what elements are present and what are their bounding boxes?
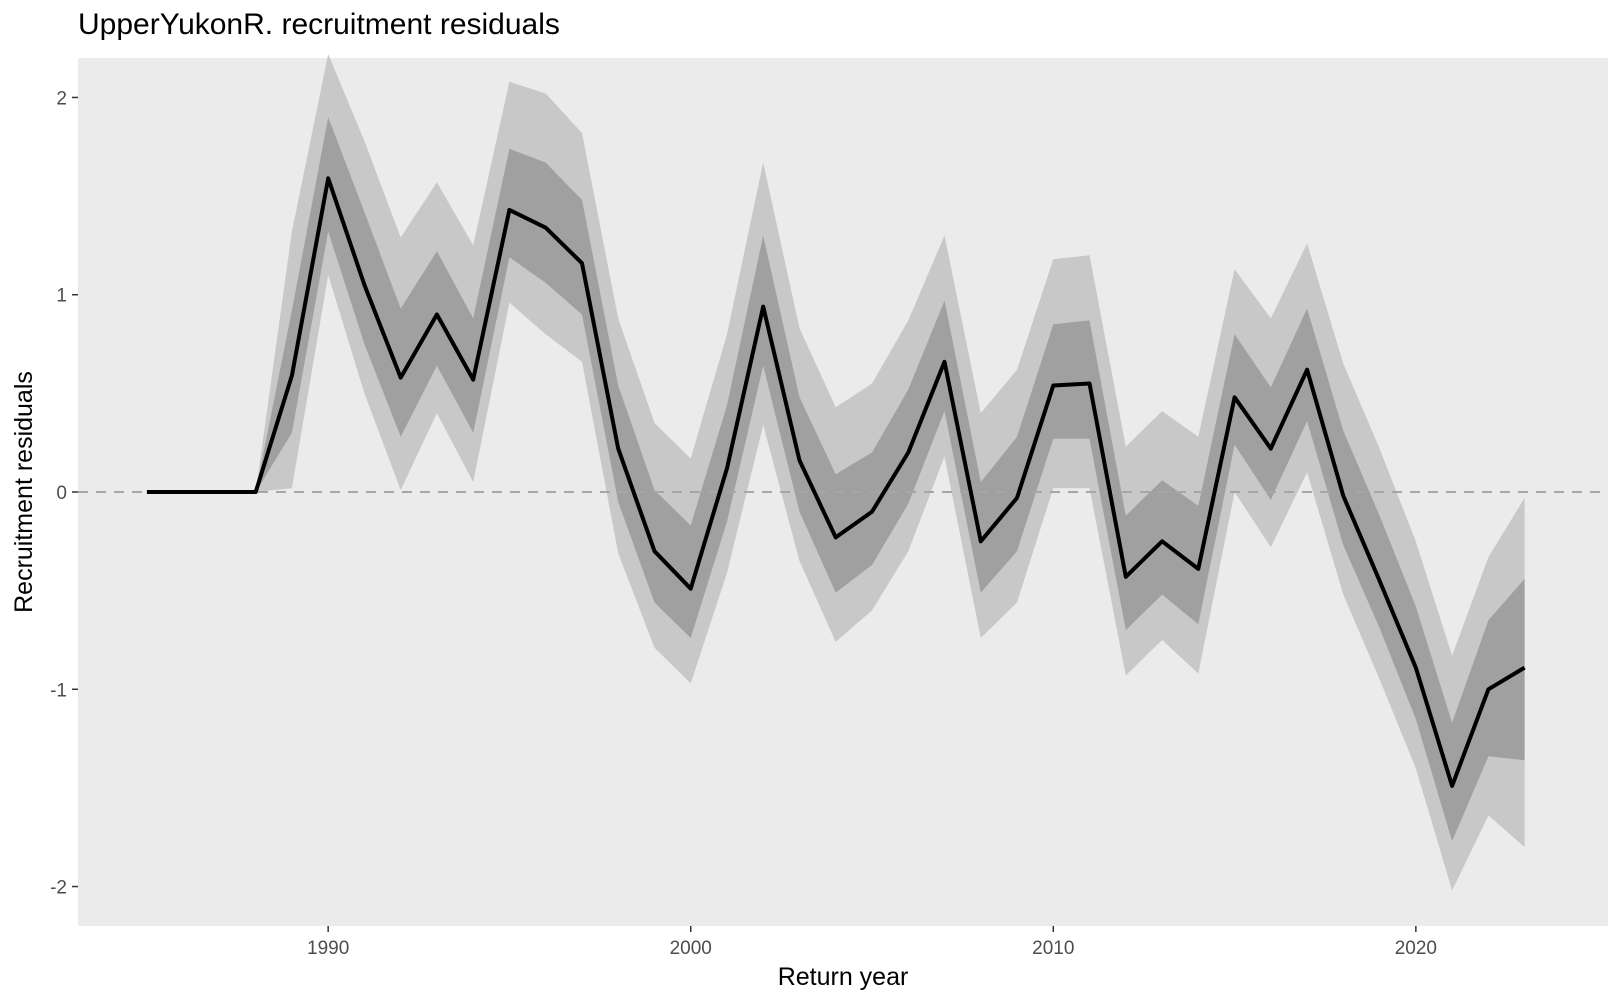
data-point	[1160, 539, 1164, 543]
data-point	[1414, 666, 1418, 670]
data-point	[507, 208, 511, 212]
y-tick-label: 2	[56, 88, 67, 109]
data-point	[254, 490, 258, 494]
data-point	[652, 549, 656, 553]
data-point	[1233, 395, 1237, 399]
x-tick-label: 2000	[670, 938, 712, 959]
data-point	[943, 360, 947, 364]
x-tick-label: 2010	[1032, 938, 1074, 959]
data-point	[290, 374, 294, 378]
data-point	[1124, 575, 1128, 579]
data-point	[870, 510, 874, 514]
data-point	[979, 539, 983, 543]
data-point	[435, 312, 439, 316]
y-tick-label: -1	[50, 680, 67, 701]
data-point	[362, 283, 366, 287]
data-point	[217, 490, 221, 494]
y-tick-label: 0	[56, 483, 67, 504]
data-point	[1486, 687, 1490, 691]
data-point	[580, 261, 584, 265]
x-tick-label: 1990	[307, 938, 349, 959]
data-point	[181, 490, 185, 494]
data-point	[689, 587, 693, 591]
data-point	[906, 451, 910, 455]
data-point	[1523, 666, 1527, 670]
data-point	[725, 466, 729, 470]
data-point	[761, 305, 765, 309]
data-point	[1196, 567, 1200, 571]
x-tick-label: 2020	[1395, 938, 1437, 959]
x-axis-title: Return year	[778, 963, 909, 991]
data-point	[1015, 496, 1019, 500]
y-axis-title: Recruitment residuals	[10, 371, 38, 613]
data-point	[1378, 579, 1382, 583]
data-point	[834, 535, 838, 539]
data-point	[1450, 784, 1454, 788]
data-point	[1051, 383, 1055, 387]
data-point	[1341, 494, 1345, 498]
data-point	[399, 376, 403, 380]
y-tick-label: 1	[56, 286, 67, 307]
data-point	[326, 176, 330, 180]
y-axis: -2 -1 0 1 2	[50, 88, 78, 899]
data-point	[1269, 447, 1273, 451]
median-series-line	[146, 176, 1526, 788]
x-axis: 1990 2000 2010 2020	[307, 926, 1437, 959]
data-point	[145, 490, 149, 494]
chart-title: UpperYukonR. recruitment residuals	[78, 8, 560, 41]
data-point	[471, 378, 475, 382]
data-point	[797, 458, 801, 462]
data-point	[544, 226, 548, 230]
data-point	[616, 447, 620, 451]
y-tick-label: -2	[50, 878, 67, 899]
data-point	[1305, 368, 1309, 372]
data-point	[1088, 382, 1092, 386]
